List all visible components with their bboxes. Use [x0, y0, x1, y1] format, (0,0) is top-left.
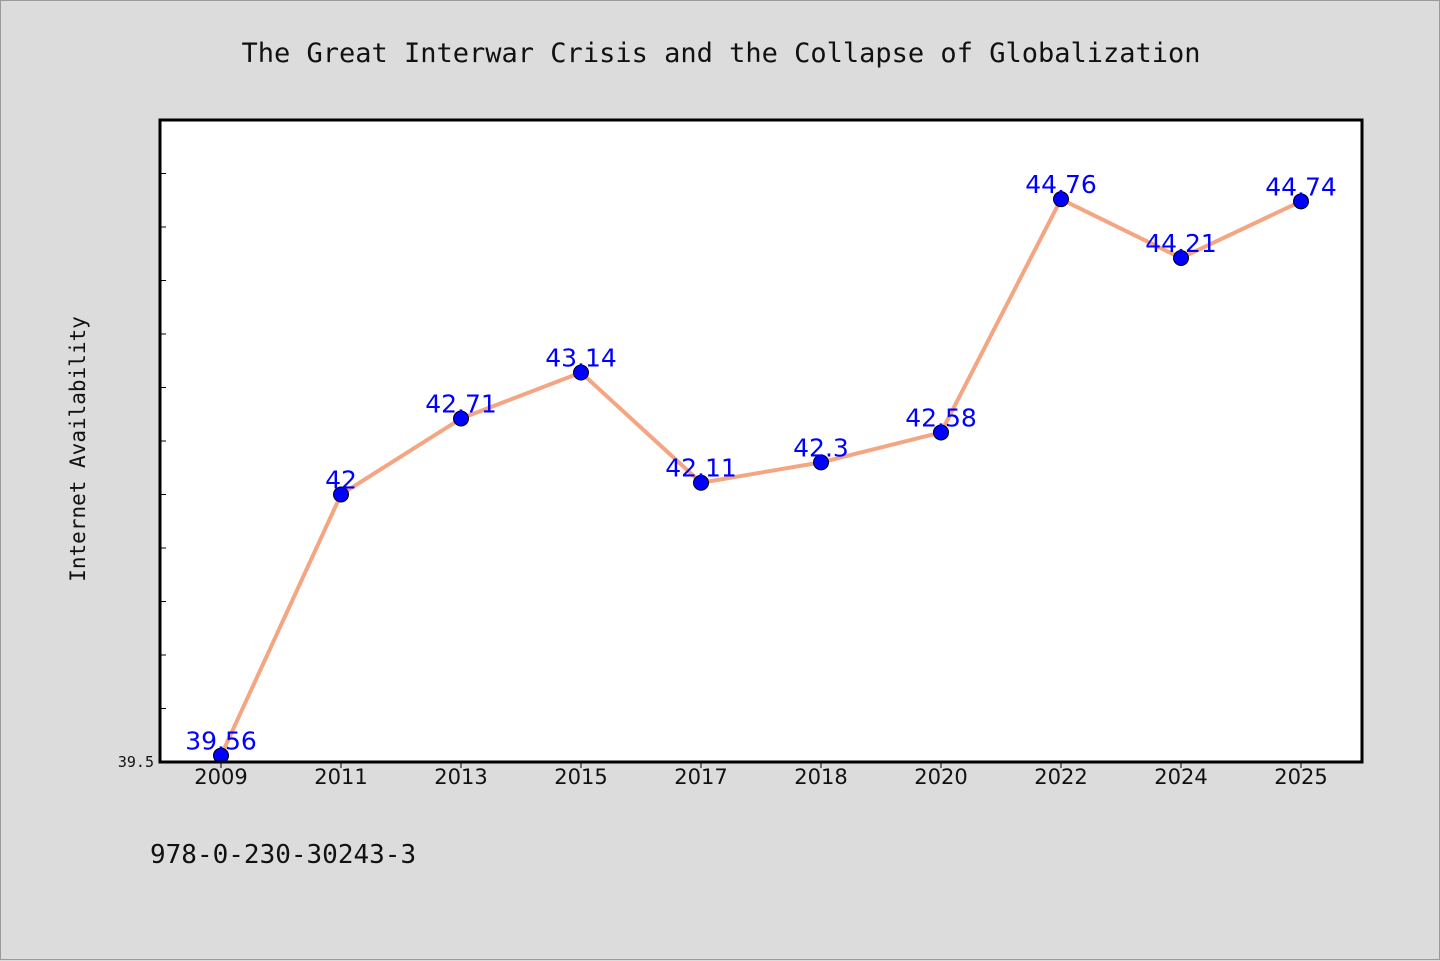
x-tick-label: 2020 — [914, 765, 967, 789]
data-point — [693, 474, 709, 491]
x-tick-label: 2011 — [314, 765, 367, 789]
data-point — [1053, 191, 1069, 208]
x-tick-label: 2025 — [1274, 765, 1327, 789]
data-point — [1173, 250, 1189, 267]
data-label: 44.21 — [1145, 229, 1217, 258]
data-labels: 39.56 42 42.71 43.14 42.11 42.3 42.58 44.76 44.2… — [185, 170, 1337, 755]
data-label: 44.74 — [1265, 172, 1337, 201]
plot-area — [160, 120, 1362, 762]
data-label: 42.11 — [665, 454, 737, 483]
data-label: 42.71 — [425, 390, 497, 419]
x-tick-label: 2009 — [194, 765, 247, 789]
x-tick-label: 2022 — [1034, 765, 1087, 789]
plot-frame — [158, 118, 1364, 764]
data-point — [813, 454, 829, 471]
data-point — [453, 410, 469, 427]
chart-title: The Great Interwar Crisis and the Collap… — [241, 38, 1200, 69]
data-label: 42.3 — [793, 433, 849, 462]
series-markers — [213, 191, 1309, 764]
series-lines — [219, 197, 1303, 758]
data-point — [573, 364, 589, 381]
x-tick-label: 2017 — [674, 765, 727, 789]
y-tick-label: 39.5 — [118, 753, 154, 771]
x-tick-label: 2013 — [434, 765, 487, 789]
x-tick-label: 2018 — [794, 765, 847, 789]
data-label: 43.14 — [545, 344, 617, 373]
data-label: 39.56 — [185, 727, 257, 756]
x-tick-label: 2015 — [554, 765, 607, 789]
data-label: 42 — [325, 466, 357, 495]
data-point — [333, 486, 349, 503]
series-line — [219, 197, 1303, 758]
data-point — [933, 424, 949, 441]
x-axis-tick-labels: 2009 2011 2013 2015 2017 2018 2020 2022 2024 2025 — [194, 765, 1327, 789]
data-point — [1293, 193, 1309, 210]
x-tick-label: 2024 — [1154, 765, 1207, 789]
isbn-caption: 978-0-230-30243-3 — [150, 840, 416, 870]
y-axis-label: Internet Availability — [66, 316, 90, 582]
data-label: 42.58 — [905, 403, 977, 432]
data-label: 44.76 — [1025, 170, 1097, 199]
